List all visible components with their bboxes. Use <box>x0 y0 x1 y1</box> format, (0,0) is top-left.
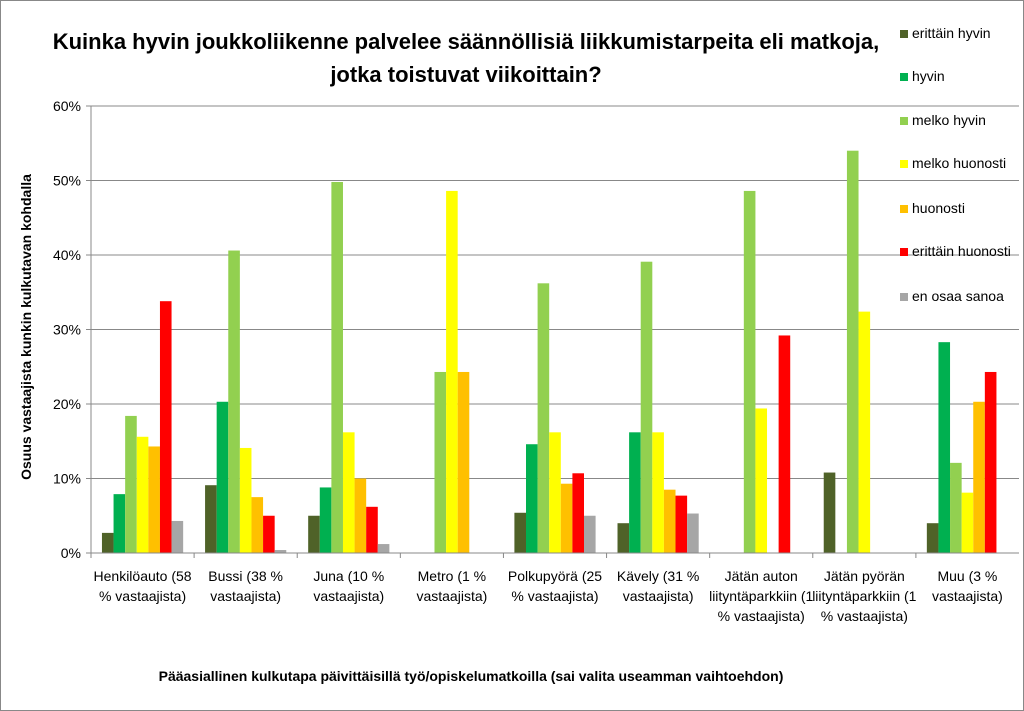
legend-swatch <box>900 117 908 125</box>
bar <box>101 532 114 553</box>
legend-label: en osaa sanoa <box>912 288 1004 304</box>
bar <box>159 301 172 553</box>
bar <box>675 495 688 553</box>
bar <box>549 432 561 553</box>
bar <box>239 447 252 553</box>
bar <box>663 489 676 553</box>
x-tick-label: Bussi (38 % vastaajista) <box>208 568 283 604</box>
bar <box>640 261 653 553</box>
bar <box>263 515 275 553</box>
bar <box>148 446 160 553</box>
bar <box>926 523 939 553</box>
bar <box>846 150 859 553</box>
chart-title: Kuinka hyvin joukkoliikenne palvelee sää… <box>52 29 880 87</box>
legend-swatch <box>900 160 908 168</box>
bar <box>228 250 240 553</box>
legend-swatch <box>900 293 908 301</box>
y-tick-label: 0% <box>61 545 81 561</box>
x-tick-label: Kävely (31 % vastaajista) <box>616 568 700 604</box>
legend-swatch <box>900 73 908 81</box>
bar <box>687 513 699 553</box>
bar <box>537 283 550 553</box>
y-tick-label: 10% <box>53 471 81 487</box>
bar <box>514 512 526 553</box>
y-tick-label: 40% <box>53 247 81 263</box>
bar <box>973 401 985 553</box>
x-tick-label: Henkilöauto (58 % vastaajista) <box>93 568 192 604</box>
x-tick-label: Jätän pyörän liityntäparkkiin (1 % vasta… <box>812 568 917 624</box>
legend-label: huonosti <box>912 200 965 216</box>
legend-label: melko hyvin <box>912 112 986 128</box>
bar <box>446 190 458 553</box>
legend-swatch <box>900 248 908 256</box>
bar <box>366 506 378 553</box>
x-tick-label: Metro (1 % vastaajista) <box>416 568 488 604</box>
bar <box>342 432 355 553</box>
bar <box>617 523 630 553</box>
bar <box>652 432 664 553</box>
legend-label: erittäin hyvin <box>912 25 991 41</box>
bar <box>319 487 332 553</box>
y-tick-label: 30% <box>53 322 81 338</box>
bar <box>113 494 126 553</box>
y-tick-label: 60% <box>53 98 81 114</box>
bar <box>171 520 184 553</box>
x-tick-label: Juna (10 % vastaajista) <box>313 568 385 604</box>
bar <box>755 408 768 553</box>
bar <box>572 473 584 553</box>
bar <box>136 436 149 553</box>
bar <box>251 497 264 553</box>
bar <box>823 472 836 553</box>
bar <box>377 544 390 553</box>
bar <box>274 550 287 553</box>
bar <box>584 515 596 553</box>
bar <box>778 335 791 553</box>
x-tick-label: Polkupyörä (25 % vastaajista) <box>507 568 603 604</box>
legend-swatch <box>900 205 908 213</box>
bar <box>961 492 974 553</box>
bar <box>984 371 997 553</box>
bar <box>629 432 641 553</box>
y-axis-title: Osuus vastaajista kunkin kulkutavan kohd… <box>18 174 34 480</box>
bar <box>205 485 217 553</box>
bar <box>308 515 320 553</box>
legend-label: melko huonosti <box>912 155 1007 171</box>
bar <box>560 483 573 553</box>
bar <box>331 181 343 554</box>
bar <box>354 478 367 553</box>
bar <box>434 371 447 553</box>
bar <box>950 462 962 553</box>
legend-label: hyvin <box>912 68 945 84</box>
x-tick-label: Jätän auton liityntäparkkiin (1 % vastaa… <box>709 568 814 624</box>
bar <box>526 444 538 553</box>
y-tick-label: 20% <box>53 396 81 412</box>
bar <box>216 401 229 553</box>
bar <box>938 342 951 553</box>
y-tick-label: 50% <box>53 173 81 189</box>
bar <box>125 415 137 553</box>
bar <box>457 371 470 553</box>
x-tick-label: Muu (3 % vastaajista) <box>932 568 1003 604</box>
legend-label: erittäin huonosti <box>912 243 1011 259</box>
bar <box>858 311 871 553</box>
x-axis-title: Pääasiallinen kulkutapa päivittäisillä t… <box>158 668 784 684</box>
bar <box>743 190 756 553</box>
legend-swatch <box>900 30 908 38</box>
